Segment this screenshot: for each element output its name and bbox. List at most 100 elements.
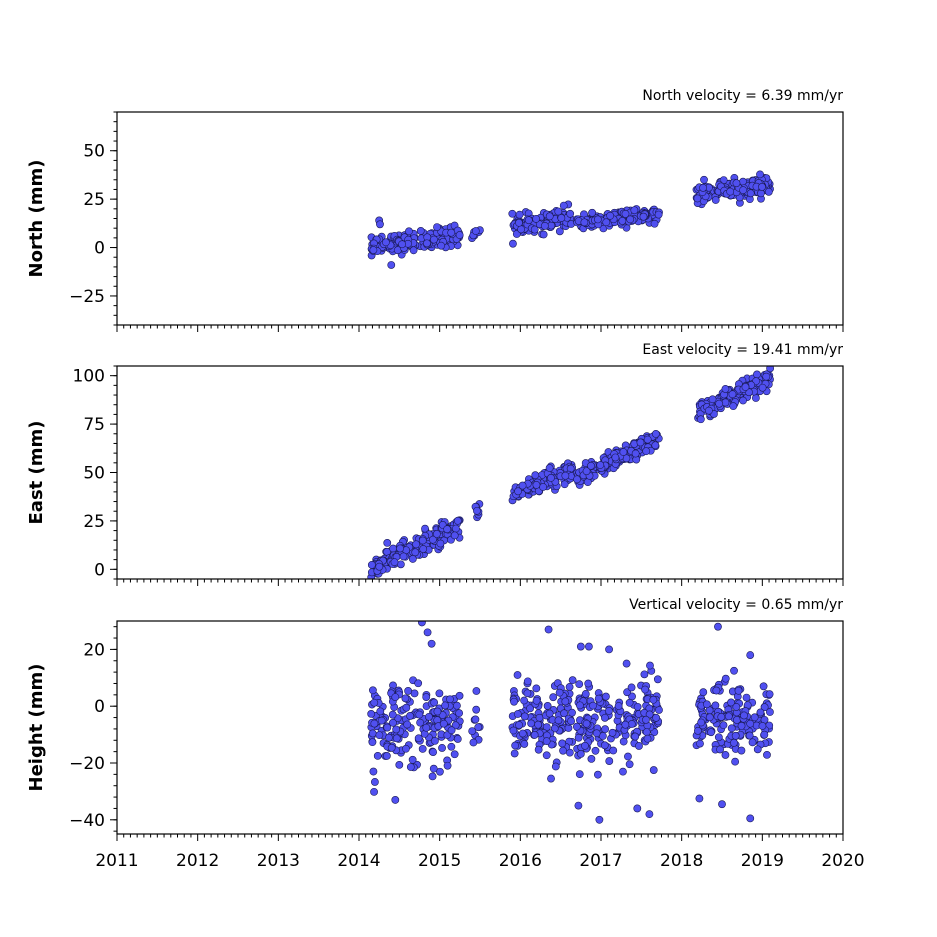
data-point: [545, 709, 554, 718]
data-point: [399, 552, 408, 561]
data-point: [532, 481, 541, 489]
data-point: [416, 227, 425, 235]
data-point: [376, 220, 384, 229]
data-point: [513, 671, 522, 679]
y-tick-label: −40: [69, 811, 105, 831]
data-point: [731, 731, 740, 740]
data-points: [367, 366, 775, 579]
data-point: [721, 674, 730, 683]
y-axis-label: North (mm): [26, 160, 47, 278]
data-point: [418, 536, 427, 545]
data-point: [418, 621, 426, 627]
data-point: [402, 703, 411, 712]
data-point: [547, 474, 555, 482]
data-point: [532, 214, 540, 223]
data-point: [523, 677, 532, 686]
data-point: [582, 719, 591, 728]
data-point: [511, 741, 520, 750]
data-point: [633, 702, 642, 711]
data-point: [642, 728, 651, 737]
data-point: [441, 701, 450, 710]
data-point: [587, 755, 596, 763]
data-point: [387, 261, 396, 269]
data-point: [639, 212, 648, 221]
data-point: [411, 548, 420, 557]
data-point: [653, 675, 662, 684]
data-point: [473, 506, 481, 515]
data-point: [524, 216, 533, 225]
data-point: [696, 415, 705, 424]
data-point: [605, 757, 614, 765]
data-point: [555, 227, 564, 236]
data-point: [523, 689, 532, 698]
data-point: [514, 487, 522, 496]
data-point: [373, 751, 382, 760]
y-tick-label: 0: [94, 239, 105, 259]
data-point: [540, 221, 549, 230]
data-point: [428, 535, 437, 544]
data-point: [576, 701, 584, 710]
data-point: [375, 562, 384, 571]
data-point: [606, 211, 615, 220]
data-point: [732, 179, 741, 188]
data-point: [584, 679, 593, 688]
data-point: [763, 751, 771, 759]
data-point: [453, 735, 462, 743]
data-point: [733, 716, 741, 724]
data-point: [565, 683, 574, 691]
data-point: [396, 544, 404, 553]
data-point: [383, 723, 392, 732]
data-point: [515, 721, 524, 729]
data-point: [388, 710, 397, 719]
north-panel: −25 0 25 50 North (mm) North velocity = 6.39 …: [26, 88, 844, 332]
data-point: [518, 729, 527, 738]
data-point: [510, 697, 518, 706]
data-point: [631, 449, 640, 458]
y-tick-label: 50: [83, 142, 105, 162]
data-point: [438, 744, 446, 752]
data-point: [559, 201, 568, 210]
data-point: [472, 687, 481, 695]
data-point: [596, 461, 605, 469]
data-point: [594, 694, 603, 703]
data-point: [621, 720, 630, 729]
data-point: [402, 744, 410, 753]
data-point: [561, 471, 570, 480]
data-point: [427, 639, 436, 648]
data-point: [551, 762, 560, 771]
data-point: [513, 710, 522, 718]
data-point: [580, 218, 589, 227]
data-point: [559, 746, 567, 755]
data-point: [714, 622, 722, 631]
data-point: [627, 720, 636, 728]
data-point: [369, 686, 377, 695]
data-point: [719, 721, 728, 730]
data-point: [370, 787, 378, 796]
data-point: [746, 189, 755, 198]
data-point: [408, 555, 417, 563]
data-point: [423, 628, 432, 637]
data-point: [414, 734, 423, 743]
data-point: [367, 560, 376, 569]
data-point: [433, 223, 441, 231]
data-point: [631, 732, 640, 741]
y-tick-label: 50: [83, 464, 105, 484]
data-point: [760, 730, 769, 739]
data-points: [367, 170, 774, 269]
data-point: [545, 212, 554, 221]
y-tick-label: 20: [83, 640, 105, 660]
data-point: [624, 752, 632, 761]
data-point: [370, 778, 379, 786]
data-point: [544, 625, 553, 634]
data-point: [405, 227, 413, 236]
data-point: [451, 524, 460, 533]
data-point: [627, 683, 636, 692]
data-point: [471, 227, 480, 235]
east-panel: 0 25 50 75 100 East (mm) East velocity = 19.41…: [26, 342, 844, 586]
data-point: [453, 516, 462, 525]
data-point: [530, 731, 539, 739]
x-tick-label: 2012: [176, 851, 219, 871]
data-point: [699, 183, 707, 192]
data-point: [605, 706, 613, 715]
